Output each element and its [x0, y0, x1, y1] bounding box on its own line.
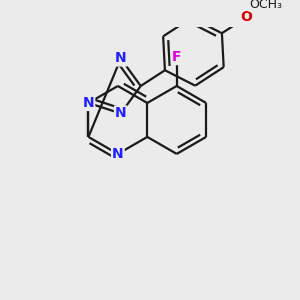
Text: N: N [112, 147, 124, 161]
Text: F: F [172, 50, 182, 64]
Text: N: N [115, 52, 127, 65]
Text: N: N [82, 96, 94, 110]
Text: N: N [115, 106, 127, 121]
Text: OCH₃: OCH₃ [250, 0, 283, 11]
Text: O: O [240, 11, 252, 25]
